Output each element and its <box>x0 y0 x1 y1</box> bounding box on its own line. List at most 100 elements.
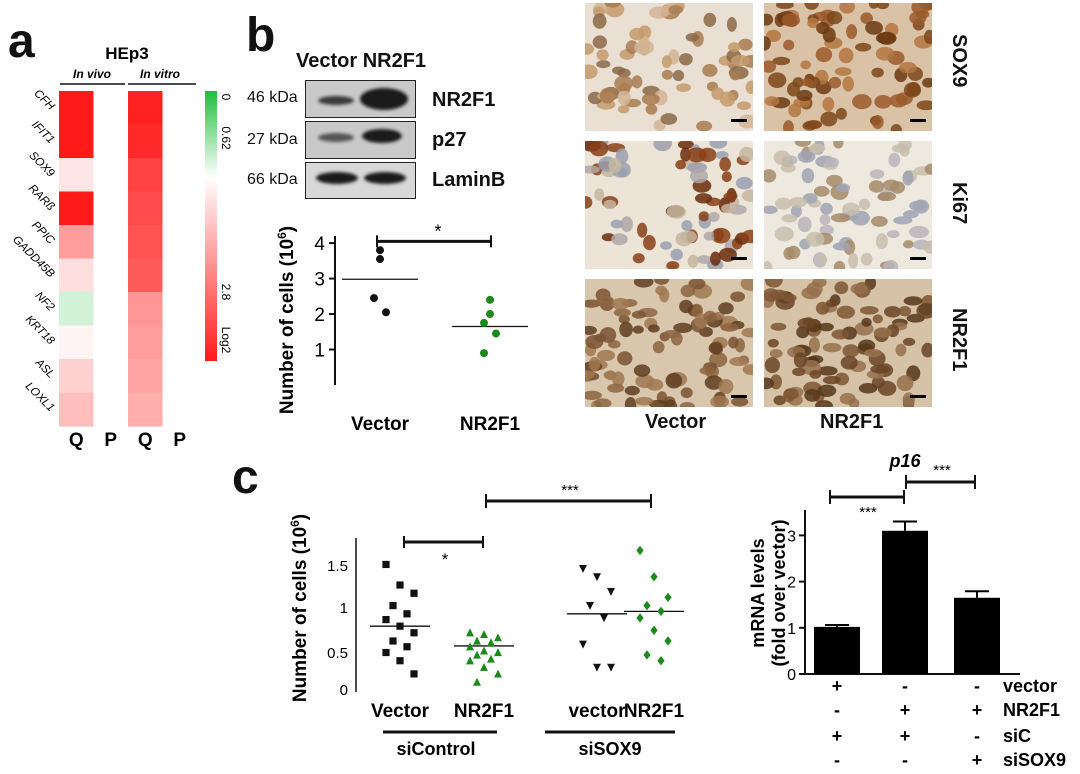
heatmap-cell <box>128 158 164 193</box>
ihc-row-label: NR2F1 <box>948 308 970 372</box>
heatmap-gene-label: PPIC <box>29 219 57 247</box>
cell-nucleus <box>599 87 616 104</box>
condition-label: vector <box>1003 676 1057 696</box>
ihc-column-label: Vector <box>645 411 707 433</box>
data-point <box>664 636 672 646</box>
cell-nucleus <box>708 342 723 355</box>
heatmap-cell <box>59 325 95 360</box>
heatmap-column-label: Q <box>138 430 153 450</box>
heatmap-cell <box>59 359 95 394</box>
cell-nucleus <box>648 399 669 407</box>
x-tick-label: NR2F1 <box>624 701 685 722</box>
cell-nucleus <box>826 299 838 308</box>
condition-symbol: + <box>972 700 983 720</box>
cell-nucleus <box>731 54 750 67</box>
heatmap-cell <box>93 392 129 427</box>
cell-nucleus <box>676 83 691 92</box>
data-point <box>494 633 502 642</box>
cell-nucleus <box>686 147 707 163</box>
panel-a-letter: a <box>8 15 35 68</box>
cell-nucleus <box>764 36 771 51</box>
y-axis-label-sup: 6 <box>288 520 302 527</box>
heatmap-cell <box>128 258 164 293</box>
cell-nucleus <box>685 32 700 42</box>
cell-nucleus <box>631 310 647 319</box>
bar <box>882 530 928 674</box>
data-point <box>593 573 601 582</box>
cell-nucleus <box>585 370 595 380</box>
western-header: Vector NR2F1 <box>296 50 427 72</box>
cell-nucleus <box>824 157 840 168</box>
cell-nucleus <box>764 60 777 73</box>
cell-nucleus <box>858 339 876 352</box>
cell-nucleus <box>666 204 686 219</box>
cell-nucleus <box>632 325 644 334</box>
cell-nucleus <box>775 3 794 10</box>
heatmap-cell <box>59 124 95 159</box>
protein-label: LaminB <box>432 169 506 191</box>
bar-chart-p16: p16 0 1 2 3 mRNA levels (fold over vector) *** *… <box>748 451 1066 770</box>
cell-nucleus <box>886 230 900 239</box>
cell-nucleus <box>794 141 811 147</box>
cell-nucleus <box>592 13 607 29</box>
cell-nucleus <box>596 60 611 69</box>
cell-nucleus <box>728 336 739 349</box>
cell-nucleus <box>764 205 778 215</box>
cell-nucleus <box>608 157 622 174</box>
data-point <box>473 677 481 686</box>
ihc-column-label: NR2F1 <box>820 411 884 433</box>
cell-nucleus <box>842 344 860 358</box>
cell-nucleus <box>646 378 664 391</box>
cell-nucleus <box>903 296 923 306</box>
cell-nucleus <box>660 141 672 150</box>
cell-nucleus <box>805 231 825 247</box>
cell-nucleus <box>860 252 873 266</box>
cell-nucleus <box>694 193 713 204</box>
cell-nucleus <box>764 169 777 183</box>
ihc-nr2f1-nr2f1 <box>764 279 932 407</box>
x-tick-label: vector <box>568 701 626 722</box>
heatmap-cell <box>93 359 129 394</box>
cell-nucleus <box>852 94 872 110</box>
data-point <box>396 657 404 665</box>
cell-nucleus <box>840 355 858 370</box>
cell-nucleus <box>888 152 901 168</box>
condition-symbol: - <box>974 726 980 746</box>
heatmap-column-label: P <box>104 430 117 450</box>
cell-nucleus <box>719 157 731 172</box>
cell-nucleus <box>902 337 916 346</box>
cell-nucleus <box>660 113 678 125</box>
heatmap-cell <box>128 325 164 360</box>
cell-nucleus <box>666 261 680 269</box>
cell-nucleus <box>830 213 851 223</box>
heatmap-cell <box>128 359 164 394</box>
cell-nucleus <box>585 196 593 209</box>
heatmap-cell <box>59 191 95 226</box>
ihc-row-label: Ki67 <box>948 182 970 225</box>
cell-nucleus <box>585 390 602 401</box>
data-point <box>396 581 404 589</box>
cell-nucleus <box>902 240 914 249</box>
cell-nucleus <box>893 216 913 225</box>
cell-nucleus <box>599 327 617 343</box>
condition-label: siC <box>1003 726 1031 746</box>
significance-label: *** <box>561 482 579 499</box>
data-point <box>389 602 397 610</box>
y-tick-label: 1 <box>340 600 348 617</box>
cell-nucleus <box>681 220 693 231</box>
cell-nucleus <box>588 356 601 372</box>
cell-nucleus <box>921 342 932 358</box>
group-label: siControl <box>397 739 476 759</box>
cell-nucleus <box>764 96 780 107</box>
heatmap-cell <box>59 392 95 427</box>
cell-nucleus <box>858 198 871 211</box>
y-tick-label: 3 <box>787 528 796 545</box>
cell-nucleus <box>781 13 800 27</box>
y-axis-label: Number of cells (106) <box>275 226 298 414</box>
cell-nucleus <box>670 248 683 261</box>
cell-nucleus <box>624 385 640 396</box>
condition-symbol: - <box>834 750 840 770</box>
cell-nucleus <box>786 245 801 260</box>
cell-nucleus <box>800 60 811 70</box>
cell-nucleus <box>741 229 753 244</box>
